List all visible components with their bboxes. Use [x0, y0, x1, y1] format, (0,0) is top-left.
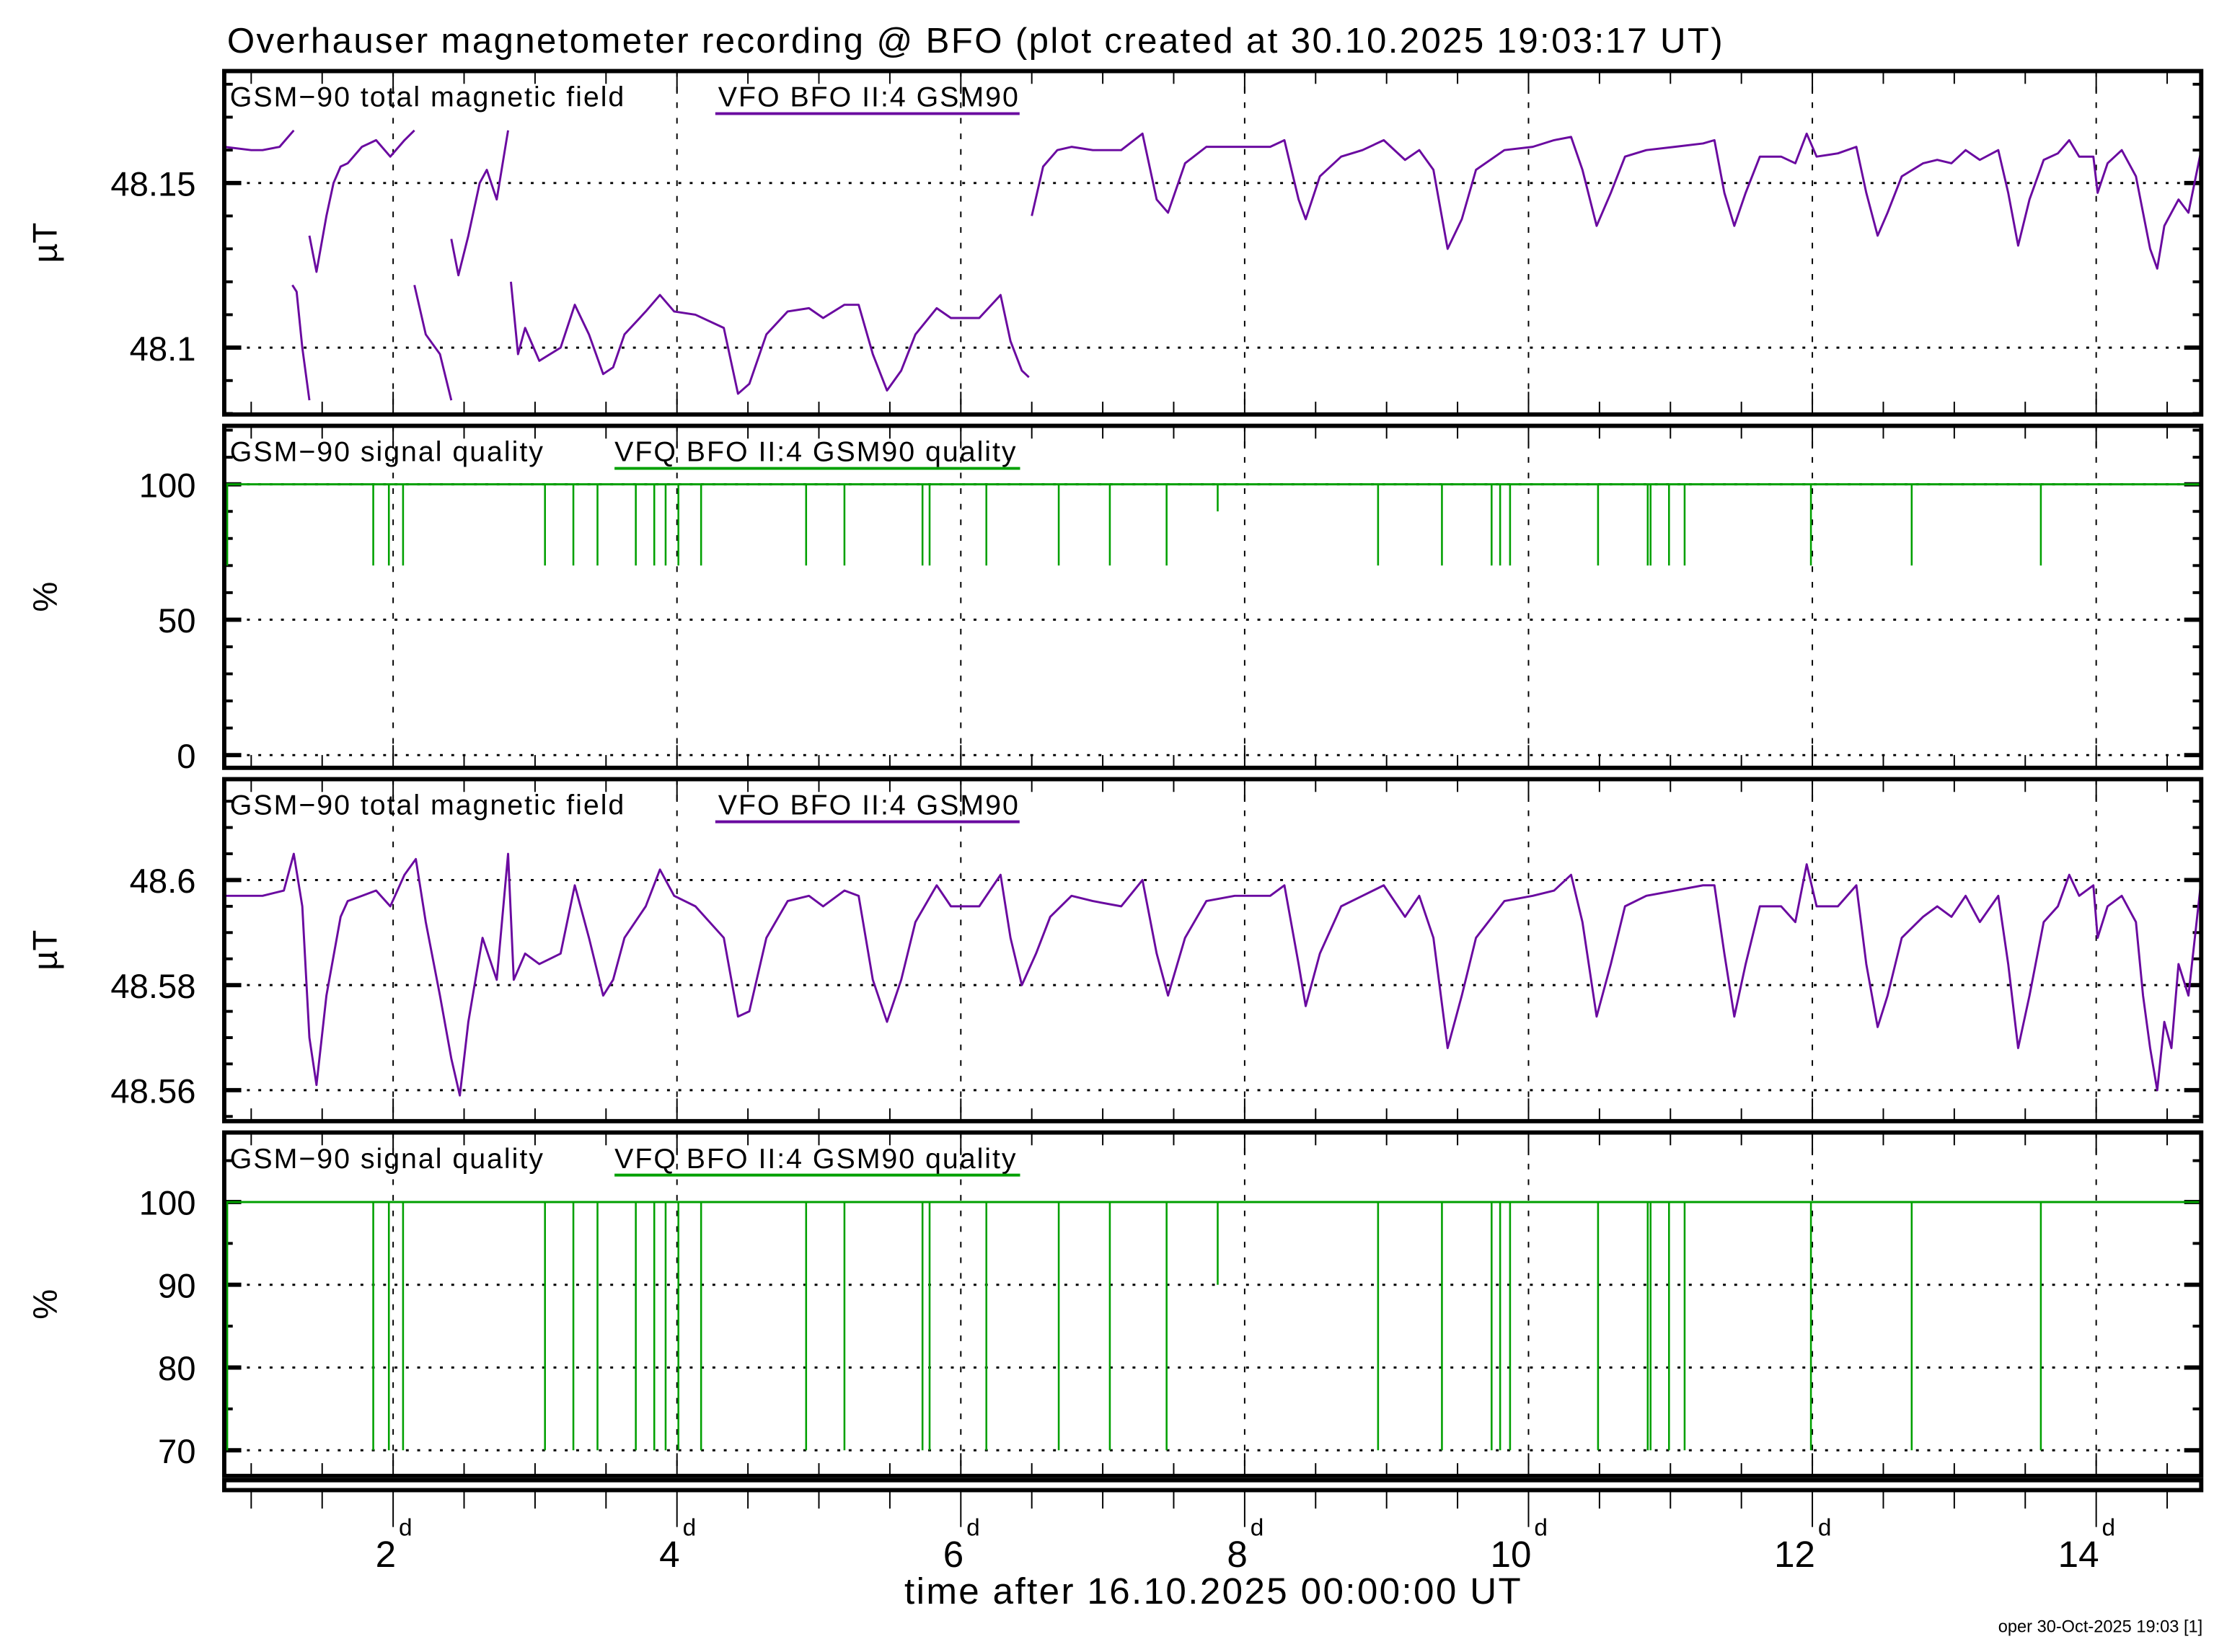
data-series-segment: [509, 281, 1030, 395]
footer-stamp: oper 30-Oct-2025 19:03 [1]: [1998, 1617, 2202, 1636]
legend-series-name: VFQ BFO II:4 GSM90 quality: [614, 436, 1017, 468]
panels: 48.1 48.15 µT GSM−90 total magnetic field VF…: [27, 69, 2204, 1478]
y-tick-label: 70: [158, 1433, 196, 1471]
x-tick-unit: d: [1251, 1514, 1264, 1541]
x-tick-label: 8: [1227, 1534, 1247, 1575]
data-series-segment: [308, 129, 415, 273]
y-tick-label: 80: [158, 1350, 196, 1388]
x-tick-label: 10: [1491, 1534, 1532, 1575]
data-series-segment: [224, 852, 2202, 1097]
x-tick-unit: d: [399, 1514, 413, 1541]
x-tick-unit: d: [683, 1514, 697, 1541]
legend-text: GSM−90 total magnetic field: [230, 790, 625, 821]
x-tick-label: 14: [2058, 1534, 2099, 1575]
panel-2: 0 50 100% GSM−90 signal quality VFQ BFO II:4…: [27, 423, 2204, 776]
x-axis-label: time after 16.10.2025 00:00:00 UT: [904, 1571, 1522, 1612]
chart-title: Overhauser magnetometer recording @ BFO …: [227, 21, 1724, 61]
y-tick-label: 90: [158, 1267, 196, 1305]
y-tick-label: 100: [139, 1185, 196, 1223]
y-axis-label: %: [27, 1289, 65, 1320]
panel-4: 70 80 90 100% GSM−90 signal quality VFQ BFO I…: [27, 1130, 2204, 1478]
y-tick-label: 100: [139, 467, 196, 505]
panel-1: 48.1 48.15 µT GSM−90 total magnetic field VF…: [27, 69, 2204, 417]
y-axis-label: µT: [27, 223, 65, 263]
panel-frame: [221, 1130, 2204, 1478]
panel-frame: [221, 423, 2204, 770]
panel-3: 48.56 48.58 48.6 µT GSM−90 total magnetic fi…: [27, 777, 2204, 1123]
panel-frame: [221, 777, 2204, 1123]
data-series-segment: [450, 130, 509, 277]
y-axis-label: %: [27, 582, 65, 612]
legend-series-name: VFQ BFO II:4 GSM90 quality: [614, 1143, 1017, 1175]
x-tick-unit: d: [2102, 1514, 2116, 1541]
legend-text: GSM−90 total magnetic field: [230, 81, 625, 113]
data-series-segment: [1031, 132, 2202, 270]
legend-series-name: VFO BFO II:4 GSM90: [718, 81, 1020, 113]
legend-text: GSM−90 signal quality: [230, 1143, 544, 1175]
x-tick-unit: d: [1534, 1514, 1548, 1541]
y-tick-label: 0: [177, 738, 195, 776]
x-tick-unit: d: [1818, 1514, 1832, 1541]
x-tick-label: 4: [659, 1534, 679, 1575]
y-tick-label: 48.1: [130, 330, 196, 368]
y-tick-label: 48.15: [110, 166, 195, 204]
panel-frame: [221, 69, 2204, 417]
data-series-segment: [413, 284, 453, 401]
x-tick-label: 12: [1774, 1534, 1815, 1575]
data-series-segment: [224, 129, 295, 151]
y-axis-label: µT: [27, 930, 65, 971]
legend-text: GSM−90 signal quality: [230, 436, 544, 468]
x-tick-label: 6: [943, 1534, 963, 1575]
x-tick-unit: d: [966, 1514, 980, 1541]
y-tick-label: 48.56: [110, 1073, 195, 1111]
data-series-segment: [291, 284, 311, 401]
y-tick-label: 48.6: [130, 862, 196, 901]
x-tick-label: 2: [376, 1534, 396, 1575]
y-tick-label: 48.58: [110, 968, 195, 1006]
x-axis-frame: [221, 1477, 2204, 1493]
legend-series-name: VFO BFO II:4 GSM90: [718, 790, 1020, 821]
y-tick-label: 50: [158, 602, 196, 640]
